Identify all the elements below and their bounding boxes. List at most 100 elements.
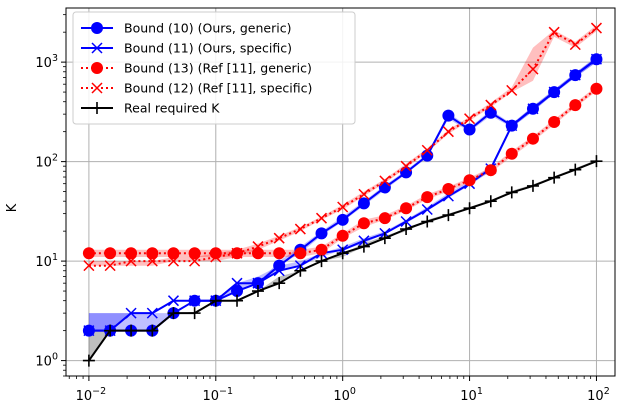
data-point (463, 123, 476, 136)
data-point (505, 186, 518, 199)
series-group (83, 22, 602, 272)
data-point (337, 201, 349, 213)
data-point (146, 324, 159, 337)
data-point (378, 212, 391, 225)
data-point (336, 247, 349, 260)
data-point (526, 179, 539, 192)
data-point (421, 203, 433, 216)
data-point (506, 84, 518, 96)
data-point (484, 164, 497, 177)
data-point (82, 354, 95, 367)
data-point (125, 247, 138, 260)
plot-border (65, 7, 616, 377)
data-point (358, 188, 370, 200)
legend: Bound (10) (Ours, generic) Bound (11) (Ou… (72, 11, 356, 125)
data-point (421, 144, 433, 156)
data-point (505, 147, 518, 160)
data-point (83, 325, 95, 337)
data-point (400, 202, 413, 215)
data-point (189, 255, 201, 267)
data-point (167, 247, 180, 260)
data-point (91, 82, 103, 94)
legend-entry-label: Real required K (124, 101, 220, 116)
data-point (400, 160, 412, 172)
data-point (590, 155, 603, 168)
data-point (442, 126, 454, 138)
plot-frame (65, 7, 616, 377)
data-point (379, 175, 391, 187)
data-point (484, 106, 497, 119)
data-point (273, 232, 285, 244)
data-point (548, 26, 560, 38)
tick-label: 101 (460, 386, 483, 404)
tick-label: 101 (35, 252, 58, 270)
data-point (82, 247, 95, 260)
data-point (464, 113, 476, 125)
data-point (569, 39, 581, 51)
data-point (91, 22, 103, 34)
data-point (421, 215, 434, 228)
data-point (83, 260, 95, 272)
data-point (357, 197, 370, 210)
legend-entry-label: Bound (11) (Ours, specific) (124, 41, 292, 56)
data-point (188, 247, 201, 260)
data-point (251, 247, 264, 260)
tick-label: 100 (333, 386, 356, 404)
data-point (400, 223, 413, 236)
data-point (590, 22, 602, 34)
data-point (167, 307, 180, 320)
data-point (273, 265, 285, 277)
data-point (442, 209, 455, 222)
data-point (506, 120, 518, 132)
data-point (104, 247, 117, 260)
data-point (231, 277, 243, 289)
data-point (146, 255, 158, 267)
data-point (315, 212, 328, 224)
y-axis-label: K (5, 203, 20, 212)
data-point (231, 285, 244, 298)
data-point (91, 62, 103, 74)
data-point (188, 307, 201, 320)
data-point (294, 264, 307, 277)
data-point (252, 241, 264, 253)
data-point (273, 277, 286, 290)
data-point (442, 109, 455, 122)
data-point (378, 232, 391, 245)
data-point (146, 247, 159, 260)
data-point (315, 243, 328, 256)
legend-entry-label: Bound (12) (Ref [11], specific) (124, 81, 312, 96)
data-point (315, 227, 328, 240)
data-point (210, 251, 222, 263)
data-point (251, 285, 264, 298)
data-point (357, 240, 370, 253)
data-point (590, 53, 602, 65)
data-point (569, 99, 582, 112)
data-point (357, 217, 370, 230)
tick-label: 10−2 (76, 386, 107, 404)
data-point (421, 191, 434, 204)
data-point (548, 86, 560, 98)
data-point (167, 295, 180, 307)
data-point (485, 99, 497, 111)
series-lines (82, 22, 603, 367)
data-point (146, 307, 158, 319)
data-point (104, 324, 117, 337)
tick-label: 100 (35, 352, 58, 370)
data-point (526, 132, 539, 145)
data-point (315, 255, 328, 268)
data-point (400, 215, 412, 228)
data-point (569, 163, 582, 176)
data-point (527, 103, 539, 115)
data-point (273, 247, 286, 260)
data-point (125, 255, 137, 267)
data-point (252, 277, 264, 289)
data-point (231, 247, 243, 259)
data-point (548, 171, 561, 184)
data-point (569, 69, 581, 81)
data-point (189, 295, 201, 307)
tick-label: 103 (35, 53, 58, 71)
data-point (125, 324, 138, 337)
tick-label: 102 (587, 386, 610, 404)
data-point (294, 223, 306, 235)
